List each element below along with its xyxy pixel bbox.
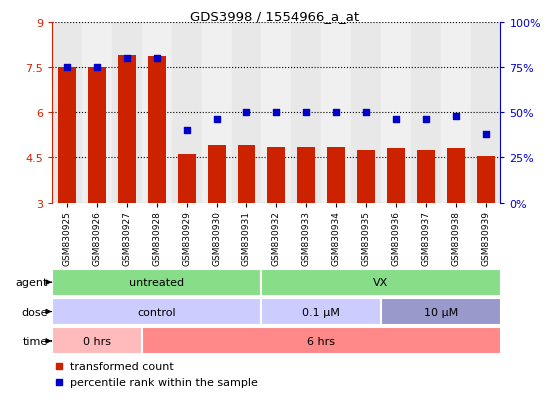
Bar <box>238 146 255 203</box>
Bar <box>52 269 261 296</box>
Point <box>92 64 101 71</box>
Text: dose: dose <box>21 307 48 317</box>
Point <box>421 117 430 123</box>
Text: VX: VX <box>373 278 389 287</box>
Bar <box>477 157 494 203</box>
Point <box>123 55 131 62</box>
Text: 0.1 μM: 0.1 μM <box>302 307 340 317</box>
Point <box>332 110 340 116</box>
Point <box>392 117 400 123</box>
Bar <box>142 328 500 355</box>
Bar <box>88 68 106 203</box>
Bar <box>232 23 261 203</box>
Point <box>481 131 490 138</box>
Bar <box>357 151 375 203</box>
Text: untreated: untreated <box>129 278 184 287</box>
Point <box>182 128 191 134</box>
Bar <box>52 328 142 355</box>
Point <box>362 110 371 116</box>
Point <box>302 110 311 116</box>
Bar <box>417 151 434 203</box>
Bar <box>172 23 202 203</box>
Text: percentile rank within the sample: percentile rank within the sample <box>70 377 258 387</box>
Bar <box>447 149 465 203</box>
Point <box>333 318 342 325</box>
Bar <box>411 23 441 203</box>
Text: agent: agent <box>15 278 48 287</box>
Bar <box>178 155 196 203</box>
Text: transformed count: transformed count <box>70 361 174 372</box>
Bar <box>292 23 321 203</box>
Bar <box>261 23 292 203</box>
Bar <box>321 23 351 203</box>
Bar <box>208 146 226 203</box>
Bar <box>82 23 112 203</box>
Bar <box>52 23 82 203</box>
Bar <box>441 23 471 203</box>
Bar <box>58 68 76 203</box>
Bar <box>381 298 500 325</box>
Bar <box>298 147 315 203</box>
Bar <box>112 23 142 203</box>
Bar <box>267 147 285 203</box>
Bar <box>351 23 381 203</box>
Bar <box>148 57 166 203</box>
Text: 0 hrs: 0 hrs <box>83 336 111 346</box>
Point <box>451 113 460 120</box>
Bar <box>471 23 501 203</box>
Text: 10 μM: 10 μM <box>424 307 458 317</box>
Text: control: control <box>138 307 176 317</box>
Point <box>333 173 342 180</box>
Point <box>242 110 251 116</box>
Bar <box>118 56 136 203</box>
Bar <box>327 147 345 203</box>
Bar <box>142 23 172 203</box>
Text: time: time <box>23 336 48 346</box>
Text: 6 hrs: 6 hrs <box>307 336 335 346</box>
Point <box>152 55 161 62</box>
Point <box>212 117 221 123</box>
Bar <box>387 149 405 203</box>
Bar <box>261 269 500 296</box>
Bar <box>52 298 261 325</box>
Text: GDS3998 / 1554966_a_at: GDS3998 / 1554966_a_at <box>190 10 360 23</box>
Bar <box>261 298 381 325</box>
Point <box>63 64 72 71</box>
Bar <box>381 23 411 203</box>
Point <box>272 110 280 116</box>
Bar <box>202 23 232 203</box>
